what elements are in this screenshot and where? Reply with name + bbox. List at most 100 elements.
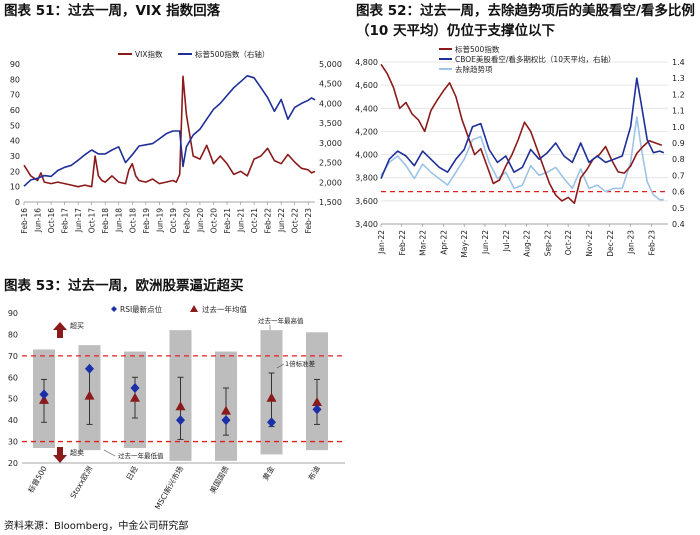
rsi-diamond — [312, 404, 322, 415]
y-left-tick-label: 10 — [10, 183, 20, 192]
y-tick-label: 40 — [8, 416, 18, 425]
category-label: 美国国债 — [207, 464, 231, 495]
overbought-label: 超买 — [70, 321, 84, 330]
x-tick-label: Feb-17 — [61, 208, 70, 234]
chart52-title-2: （10 天平均）仍位于支撑位以下 — [356, 23, 555, 39]
legend-label: VIX指数 — [135, 49, 163, 59]
category-label: 标普500 — [25, 464, 48, 495]
y-tick-label: 50 — [8, 395, 18, 404]
category-label: Stoxx欧洲 — [68, 464, 95, 500]
x-tick-label: Feb-16 — [20, 208, 29, 234]
mean-triangle — [266, 392, 277, 402]
rsi-range-chart: 20 30 40 50 60 70 80 90 标普500 Stoxx欧洲 日经 MSCI新兴市场 美国… — [8, 304, 345, 512]
source-note: 资料来源：Bloomberg，中金公司研究部 — [4, 521, 189, 532]
x-tick-label: Feb-20 — [182, 208, 191, 234]
y-tick-label: 20 — [8, 459, 18, 468]
x-tick-label: Jun-18 — [115, 208, 124, 233]
y-right-tick-label: 1.3 — [672, 74, 685, 83]
y-left-tick-label: 3,800 — [355, 174, 378, 183]
y-left-tick-label: 70 — [10, 91, 20, 100]
series-line-sp500 — [380, 63, 663, 204]
y-left-tick-label: 4,400 — [355, 104, 378, 113]
y-right-tick-label: 2,000 — [319, 178, 342, 187]
y-tick-label: 30 — [8, 438, 18, 447]
x-tick-label: Feb-22 — [398, 230, 407, 256]
x-tick-label: Feb-22 — [264, 208, 273, 234]
y-right-tick-label: 1.2 — [672, 90, 685, 99]
x-tick-label: Aug-22 — [523, 230, 532, 257]
legend-label: 标普500指数（右轴） — [195, 49, 269, 59]
series-line-vix — [23, 75, 316, 188]
legend-label: 标普500指数 — [455, 44, 500, 54]
y-right-tick-label: 3,500 — [319, 119, 342, 128]
x-tick-label: Apr-22 — [439, 230, 448, 255]
y-right-tick-label: 0.6 — [672, 188, 685, 197]
y-tick-label: 90 — [8, 309, 18, 318]
overbought-arrow-icon — [53, 322, 67, 338]
chart53-title: 图表 53：过去一周，欧洲股票逼近超买 — [4, 278, 244, 294]
x-tick-label: Jun-16 — [34, 208, 43, 233]
y-right-tick-label: 5,000 — [319, 60, 342, 69]
y-right-tick-label: 0.5 — [672, 204, 685, 213]
series-line-detrended — [380, 116, 664, 201]
y-left-tick-label: 0 — [15, 198, 20, 207]
x-tick-label: Nov-22 — [585, 230, 594, 257]
x-tick-label: Jun-22 — [277, 208, 286, 233]
rsi-diamond — [267, 417, 276, 428]
legend-label: CBOE美股看空/看多期权比（10天平均，右轴） — [455, 54, 615, 64]
oversold-label: 超卖 — [70, 448, 84, 457]
y-left-tick-label: 40 — [10, 137, 20, 146]
y-right-tick-label: 1.4 — [672, 58, 685, 67]
y-left-tick-label: 80 — [10, 75, 20, 84]
y-left-tick-label: 3,600 — [355, 197, 378, 206]
vix-sp500-chart: 0 10 20 30 40 50 60 70 80 90 1,500 2,000 2,500 3,000 3… — [10, 49, 342, 234]
x-tick-label: Jun-19 — [155, 208, 164, 233]
mean-triangle — [84, 390, 95, 400]
y-right-tick-label: 1,500 — [319, 198, 342, 207]
y-right-tick-label: 0.8 — [672, 155, 685, 164]
y-right-tick-label: 1.0 — [672, 123, 685, 132]
x-tick-label: Feb-19 — [142, 208, 151, 234]
x-tick-label: May-22 — [460, 230, 469, 258]
x-tick-label: Oct-19 — [169, 208, 178, 233]
y-tick-label: 60 — [8, 373, 18, 382]
x-tick-label: Jan-23 — [627, 230, 636, 255]
y-left-tick-label: 4,200 — [355, 127, 378, 136]
x-tick-label: Oct-22 — [564, 230, 573, 255]
y-left-tick-label: 60 — [10, 106, 20, 115]
annotation-leader — [103, 449, 116, 457]
x-tick-label: Oct-18 — [128, 208, 137, 233]
category-label: 布油 — [306, 464, 322, 482]
series-line-put-call-ratio — [380, 77, 665, 179]
y-right-tick-label: 0.4 — [672, 220, 685, 229]
legend-label: RSI最新点位 — [120, 304, 163, 314]
annotation-year-low: 过去一年最低值 — [118, 451, 164, 460]
annotation-leader — [276, 363, 285, 369]
x-tick-label: Dec-22 — [606, 230, 615, 257]
rsi-diamond — [85, 363, 94, 374]
legend-swatch-mean — [190, 305, 198, 312]
y-left-tick-label: 20 — [10, 167, 20, 176]
put-call-ratio-chart: 3,400 3,600 3,800 4,000 4,200 4,400 4,600 4,800… — [355, 44, 685, 258]
x-tick-label: Oct-21 — [250, 208, 259, 233]
x-tick-label: Jan-22 — [377, 230, 386, 255]
oversold-arrow-icon — [53, 447, 67, 463]
annotation-std: 1倍标准差 — [285, 359, 316, 368]
category-label: 黄金 — [260, 464, 276, 482]
y-left-tick-label: 4,000 — [355, 151, 378, 160]
y-tick-label: 70 — [8, 352, 18, 361]
y-left-tick-label: 3,400 — [355, 220, 378, 229]
y-right-tick-label: 1.1 — [672, 107, 685, 116]
y-left-tick-label: 4,600 — [355, 81, 378, 90]
y-right-tick-label: 0.9 — [672, 139, 685, 148]
mean-triangle — [175, 401, 186, 411]
x-tick-label: Sep-22 — [543, 230, 552, 257]
x-tick-label: Feb-18 — [101, 208, 110, 234]
y-left-tick-label: 4,800 — [355, 58, 378, 67]
category-label: MSCI新兴市场 — [152, 464, 185, 512]
chart52-title: 图表 52：过去一周，去除趋势项后的美股看空/看多比例 — [356, 3, 695, 19]
y-right-tick-label: 2,500 — [319, 159, 342, 168]
rsi-diamond — [221, 415, 231, 426]
y-right-tick-label: 3,000 — [319, 139, 342, 148]
x-tick-label: Feb-23 — [304, 208, 313, 234]
